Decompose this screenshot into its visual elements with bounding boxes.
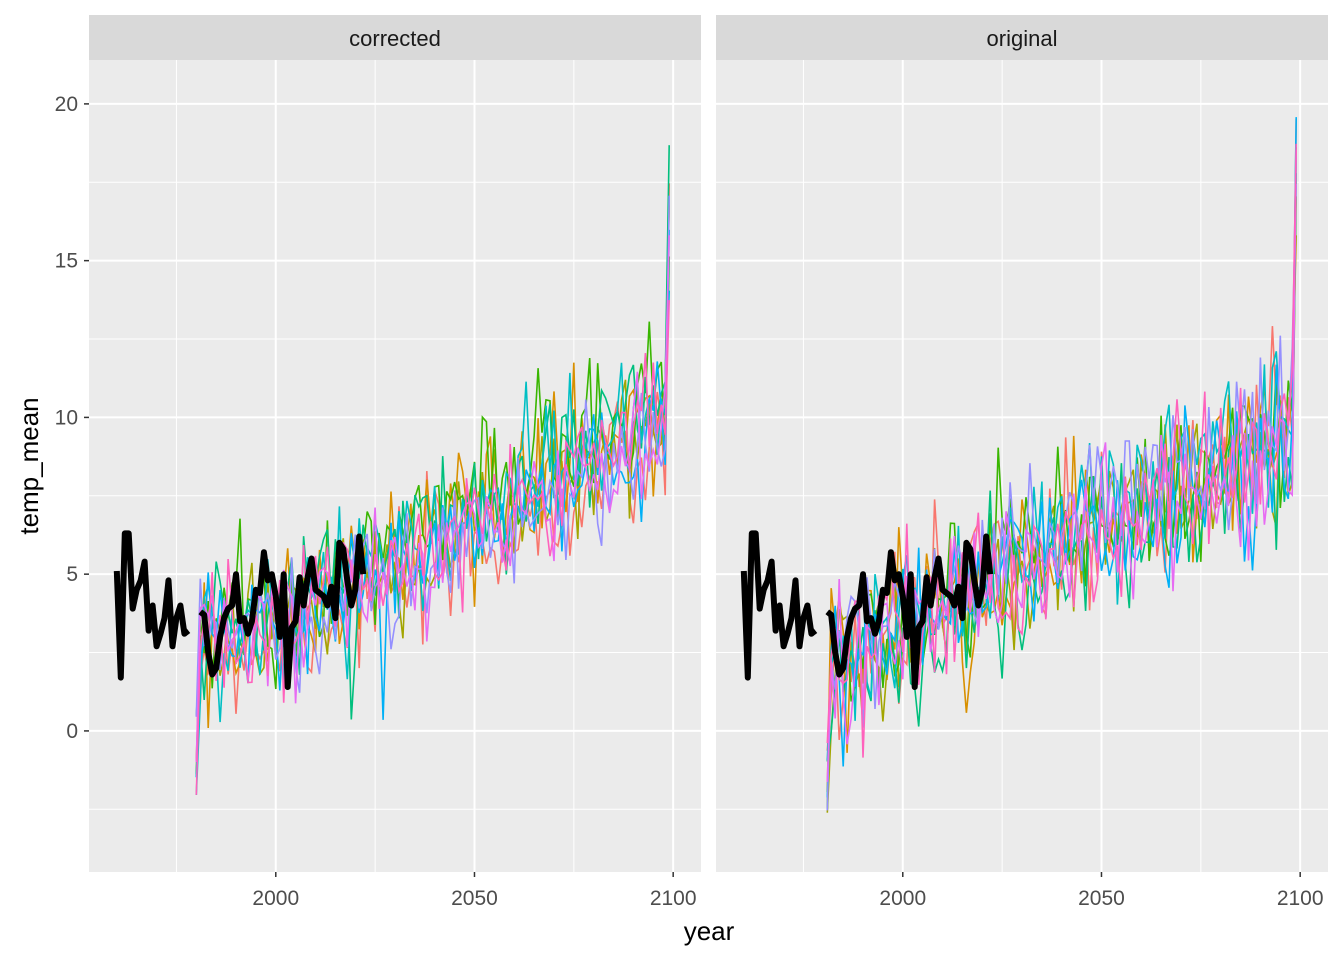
y-tick-label: 0 [66, 720, 78, 743]
y-axis-title: temp_mean [14, 397, 44, 534]
observed-series-line [113, 530, 191, 681]
x-tick-label: 2100 [650, 887, 697, 910]
strip [716, 15, 1328, 60]
panel-corrected: corrected [89, 15, 701, 872]
y-tick-label: 5 [66, 563, 78, 586]
y-tick-label: 20 [55, 93, 78, 116]
strip-label: corrected [349, 26, 441, 51]
y-tick-label: 10 [55, 406, 78, 429]
x-tick-label: 2000 [252, 887, 299, 910]
ensemble-series-line [195, 195, 670, 717]
ensemble-series-line [195, 229, 670, 778]
x-tick-label: 2000 [879, 887, 926, 910]
x-axis-title: year [684, 916, 735, 946]
strip-label: original [987, 26, 1058, 51]
panel-original: original [716, 15, 1328, 872]
x-tick-label: 2050 [451, 887, 498, 910]
ensemble-series-line [826, 118, 1297, 751]
y-tick-label: 15 [55, 250, 78, 273]
strip [89, 15, 701, 60]
x-tick-label: 2100 [1277, 887, 1324, 910]
x-tick-label: 2050 [1078, 887, 1125, 910]
observed-series-line [198, 533, 367, 690]
ensemble-series-line [826, 143, 1297, 758]
observed-series-line [825, 533, 994, 690]
observed-series-line [740, 530, 818, 681]
